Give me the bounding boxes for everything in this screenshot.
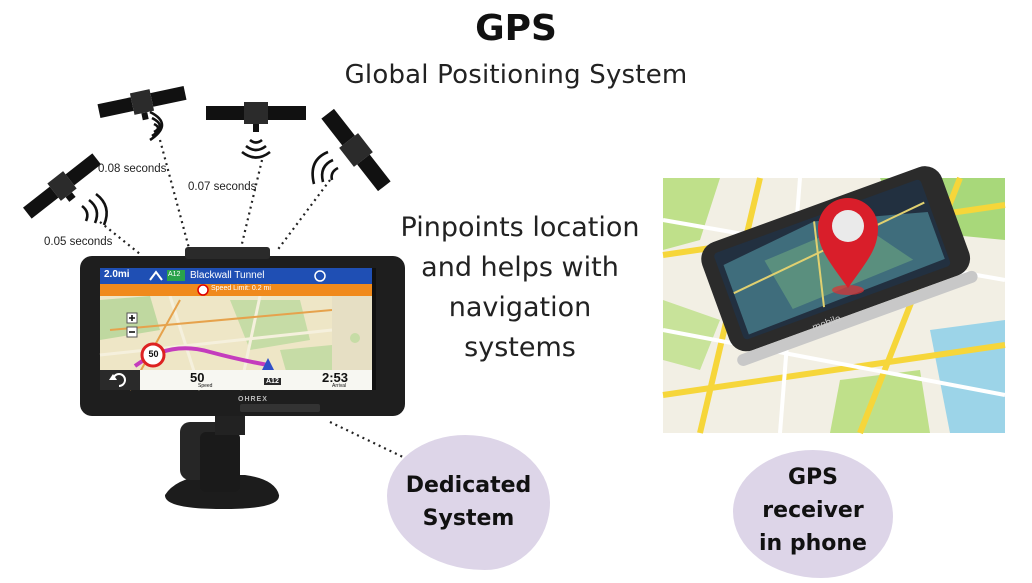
eta-time: 2:53 — [322, 370, 349, 385]
menu-icon — [314, 270, 326, 282]
description-line: systems — [464, 332, 576, 363]
satellite-icon — [97, 86, 187, 121]
road-badge: A12 — [168, 271, 181, 278]
phone-label: GPS receiver in phone — [733, 461, 893, 560]
satellite-icon — [206, 102, 306, 132]
phone-label-line: receiver — [762, 498, 864, 523]
signal-wave-icon — [241, 138, 271, 159]
instruction-bar — [100, 268, 332, 284]
satellite-icon — [321, 108, 391, 192]
signal-time-label: 0.07 seconds — [188, 181, 257, 193]
signal-wave-icon — [149, 110, 164, 142]
speed-notice: Speed Limit: 0.2 mi — [211, 285, 271, 292]
device-brand: OHREX — [238, 396, 268, 403]
dedicated-label: Dedicated System — [387, 469, 550, 535]
current-speed: 50 — [190, 370, 205, 385]
signal-lines — [99, 139, 406, 459]
signal-line — [275, 179, 331, 253]
dedicated-label-bubble — [387, 435, 550, 570]
current-speed-label: Speed — [198, 383, 213, 389]
signal-line — [158, 139, 192, 253]
phone-label-bubble — [733, 450, 893, 578]
speed-limit-value: 50 — [148, 349, 159, 359]
current-road: A12 — [264, 378, 281, 385]
speed-limit-sign — [140, 342, 166, 368]
description-line: navigation — [448, 292, 592, 323]
signal-line — [99, 221, 141, 255]
phone-label-line: in phone — [759, 531, 867, 556]
signal-time-label: 0.08 seconds — [98, 163, 167, 175]
gps-device — [80, 247, 405, 509]
signal-wave-icon — [311, 150, 339, 185]
page-subtitle: Global Positioning System — [344, 60, 688, 90]
description-line: and helps with — [421, 252, 619, 283]
description-line: Pinpoints location — [400, 212, 640, 243]
signal-wave-icon — [81, 192, 108, 226]
speed-notice-bar — [100, 284, 332, 296]
street-name: Blackwall Tunnel — [190, 270, 265, 281]
description: Pinpoints location and helps with naviga… — [390, 208, 650, 368]
eta-label: Arrival — [332, 383, 347, 389]
turn-arrow-icon — [149, 270, 163, 281]
dedicated-label-line: Dedicated — [405, 473, 532, 498]
phone-photo — [662, 166, 1006, 435]
signal-line — [238, 159, 264, 253]
connector-dedicated — [329, 421, 406, 459]
signal-time-label: 0.05 seconds — [44, 236, 113, 248]
page-title: GPS — [475, 8, 557, 49]
satellite-icon — [23, 153, 101, 219]
distance-readout: 2.0mi — [104, 269, 130, 280]
dedicated-label-line: System — [422, 506, 515, 531]
phone-label-line: GPS — [787, 465, 839, 490]
